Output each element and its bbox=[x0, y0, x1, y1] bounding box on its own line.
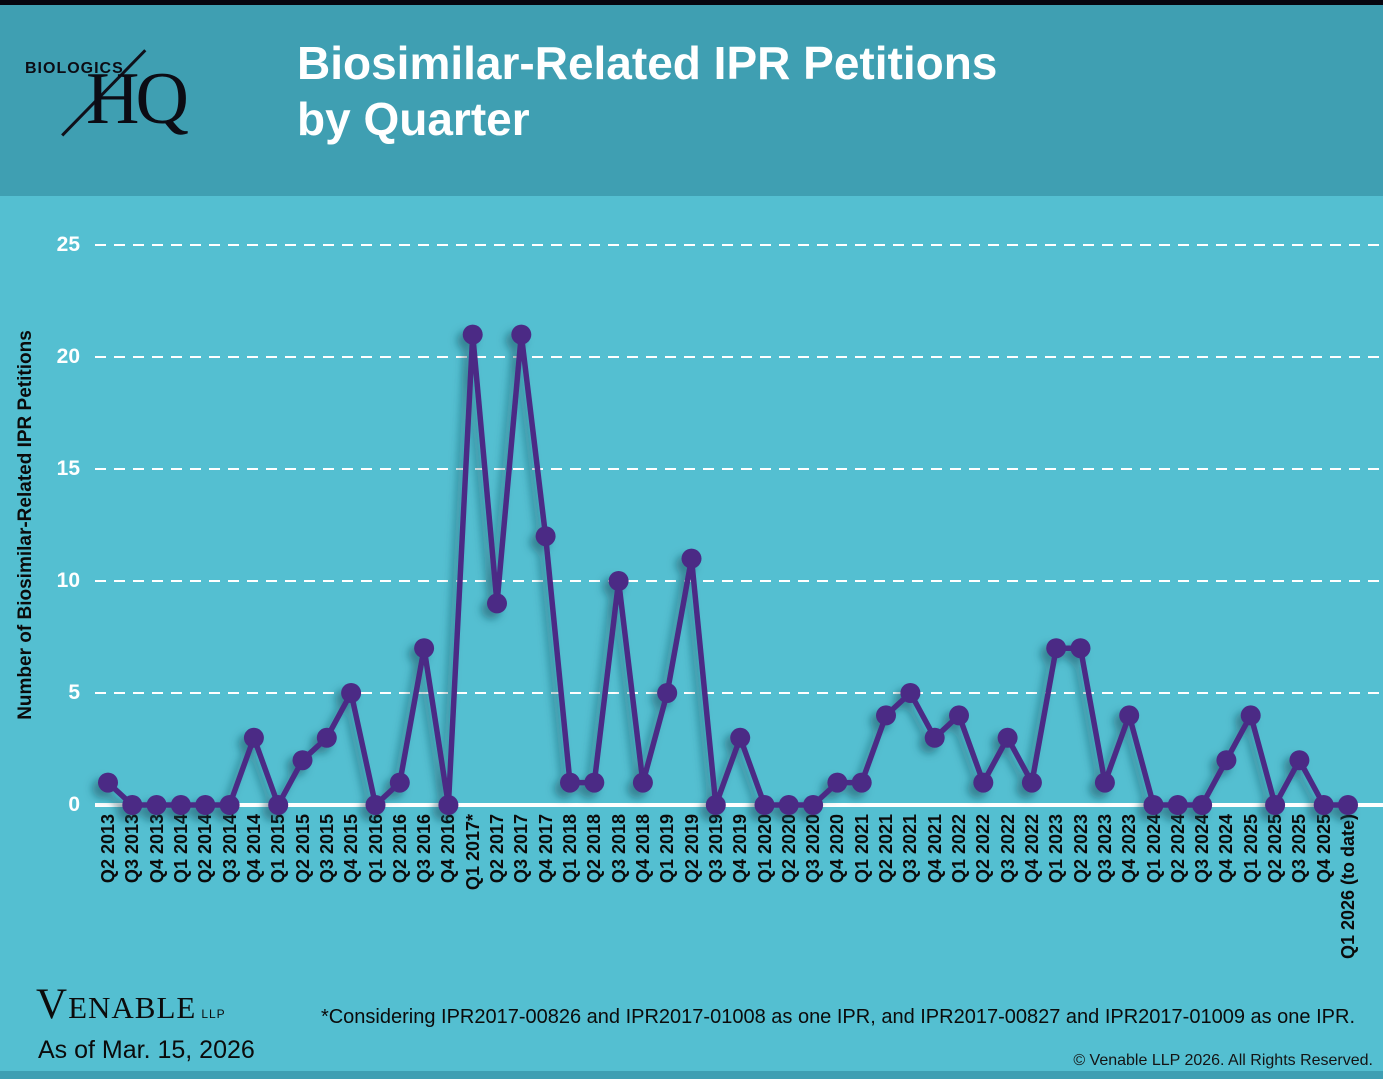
data-point-marker bbox=[851, 772, 872, 793]
data-point-marker bbox=[365, 795, 386, 815]
gridline-y-15 bbox=[95, 468, 1383, 470]
data-point-marker bbox=[438, 795, 459, 815]
data-point-marker bbox=[924, 727, 945, 748]
data-point-marker bbox=[98, 772, 118, 793]
data-point-marker bbox=[730, 727, 751, 748]
bottom-accent-bar bbox=[0, 1071, 1383, 1079]
data-point-marker bbox=[195, 795, 216, 815]
data-point-marker bbox=[268, 795, 289, 815]
data-point-marker bbox=[487, 593, 507, 614]
data-point-marker bbox=[341, 683, 362, 703]
data-point-marker bbox=[1265, 795, 1286, 815]
data-point-marker bbox=[632, 772, 653, 793]
top-accent-bar bbox=[0, 0, 1383, 5]
gridline-y-10 bbox=[95, 580, 1383, 582]
y-tick-25: 25 bbox=[56, 233, 80, 256]
data-point-marker bbox=[292, 750, 313, 771]
data-point-marker bbox=[681, 548, 702, 569]
data-point-marker bbox=[1143, 795, 1164, 815]
data-point-marker bbox=[1070, 638, 1091, 659]
as-of-date: As of Mar. 15, 2026 bbox=[38, 1036, 255, 1064]
gridline-y-20 bbox=[95, 356, 1383, 358]
data-point-marker bbox=[973, 772, 994, 793]
data-point-marker bbox=[1216, 750, 1237, 771]
gridline-y-25 bbox=[95, 244, 1383, 246]
data-point-marker bbox=[827, 772, 848, 793]
data-point-marker bbox=[803, 795, 824, 815]
data-point-marker bbox=[876, 705, 896, 726]
venable-logo-llp: LLP bbox=[201, 1007, 226, 1021]
data-point-marker bbox=[949, 705, 969, 726]
data-point-marker bbox=[1119, 705, 1140, 726]
biologics-hq-logo: BIOLOGICS HQ bbox=[0, 5, 280, 196]
data-point-marker bbox=[511, 324, 532, 345]
y-tick-20: 20 bbox=[56, 345, 80, 368]
data-point-marker bbox=[705, 795, 726, 815]
data-point-marker bbox=[997, 727, 1018, 748]
y-tick-15: 15 bbox=[56, 457, 80, 480]
y-tick-10: 10 bbox=[56, 569, 80, 592]
copyright-notice: © Venable LLP 2026. All Rights Reserved. bbox=[1073, 1052, 1373, 1069]
data-point-marker bbox=[1313, 795, 1334, 815]
venable-logo-text: VENABLE bbox=[36, 981, 197, 1028]
header-band: BIOLOGICS HQ Biosimilar-Related IPR Peti… bbox=[0, 5, 1383, 196]
data-point-marker bbox=[146, 795, 167, 815]
data-point-marker bbox=[1094, 772, 1115, 793]
logo-hq-text: HQ bbox=[86, 58, 189, 140]
x-axis-line bbox=[95, 803, 1383, 807]
y-tick-5: 5 bbox=[68, 681, 80, 704]
data-point-marker bbox=[657, 683, 678, 703]
data-point-marker bbox=[1046, 638, 1067, 659]
data-point-marker bbox=[219, 795, 240, 815]
data-point-marker bbox=[243, 727, 264, 748]
data-point-marker bbox=[1240, 705, 1261, 726]
data-point-marker bbox=[316, 727, 337, 748]
page-title-line-1: Biosimilar-Related IPR Petitions bbox=[297, 37, 998, 89]
data-point-marker bbox=[462, 324, 483, 345]
data-point-marker bbox=[900, 683, 921, 703]
data-point-marker bbox=[778, 795, 799, 815]
ipr-footnote: *Considering IPR2017-00826 and IPR2017-0… bbox=[320, 1006, 1355, 1028]
page-title: Biosimilar-Related IPR Petitions by Quart… bbox=[297, 35, 997, 147]
data-point-marker bbox=[414, 638, 435, 659]
logo-biologics-text: BIOLOGICS bbox=[25, 60, 124, 77]
data-point-marker bbox=[1167, 795, 1188, 815]
gridline-y-5 bbox=[95, 692, 1383, 694]
venable-logo: VENABLE LLP bbox=[36, 980, 226, 1029]
data-point-marker bbox=[389, 772, 410, 793]
data-point-marker bbox=[754, 795, 775, 815]
y-tick-0: 0 bbox=[68, 793, 80, 816]
data-point-marker bbox=[170, 795, 191, 815]
data-series-line bbox=[106, 331, 1348, 808]
data-point-marker bbox=[1289, 750, 1310, 771]
data-point-marker bbox=[122, 795, 143, 815]
data-point-marker bbox=[608, 571, 629, 591]
data-point-marker bbox=[1338, 795, 1358, 815]
page-title-line-2: by Quarter bbox=[297, 93, 530, 145]
data-point-marker bbox=[584, 772, 605, 793]
data-point-marker bbox=[1192, 795, 1213, 815]
data-point-marker bbox=[535, 526, 556, 547]
data-point-marker bbox=[560, 772, 580, 793]
data-point-marker bbox=[1021, 772, 1042, 793]
